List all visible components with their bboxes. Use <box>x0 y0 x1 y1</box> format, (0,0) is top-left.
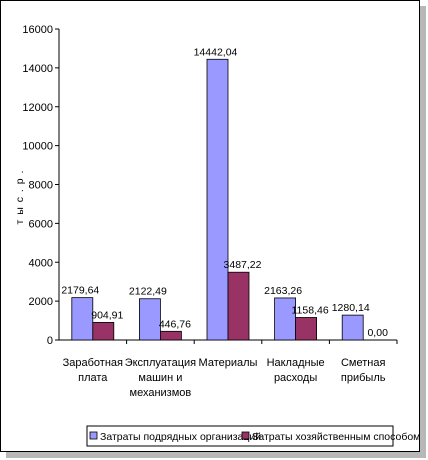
y-tick-labels: 0 2000 4000 6000 8000 10000 12000 14000 16000 <box>22 24 53 347</box>
category-label: механизмов <box>130 387 192 399</box>
y-axis-label: т ы с . р . <box>14 170 26 225</box>
data-label: 2122,49 <box>129 286 167 298</box>
category-label: плата <box>78 372 108 384</box>
legend-box <box>86 425 394 447</box>
bar-contractor-0 <box>71 297 94 341</box>
category-labels: Заработная плата Эксплуатация машин и механи… <box>63 357 386 399</box>
frame-shadow-right <box>420 6 426 454</box>
category-label: Материалы <box>199 357 258 369</box>
y-tick-label: 6000 <box>29 218 53 230</box>
bar-own-1 <box>159 330 182 341</box>
data-labels: 2179,64 2122,49 14442,04 2163,26 1280,14 904,… <box>61 46 388 339</box>
data-label: 1280,14 <box>332 302 370 314</box>
chart-axes <box>55 28 398 344</box>
legend-label: Затраты подрядных организаций <box>100 431 261 443</box>
category-label: Заработная <box>63 357 123 369</box>
bar-contractor-4 <box>341 314 364 341</box>
legend-swatch <box>241 431 250 440</box>
bar-chart: 0 2000 4000 6000 8000 10000 12000 14000 16000 21… <box>14 24 420 447</box>
data-label: 904,91 <box>91 309 123 321</box>
category-label: Сметная <box>341 357 385 369</box>
y-tick-label: 0 <box>47 335 53 347</box>
frame-shadow-bottom <box>6 452 426 458</box>
y-tick-label: 12000 <box>22 102 53 114</box>
data-label: 3487,22 <box>224 259 262 271</box>
y-tick-label: 16000 <box>22 24 53 36</box>
data-label: 1158,46 <box>292 304 329 316</box>
category-label: Накладные <box>267 357 325 369</box>
bar-own-2 <box>227 271 250 341</box>
y-tick-label: 4000 <box>29 257 53 269</box>
chart-bars <box>71 58 364 341</box>
bar-contractor-2 <box>206 58 229 341</box>
category-label: машин и <box>138 372 182 384</box>
y-tick-label: 10000 <box>22 141 53 153</box>
data-label: 14442,04 <box>194 46 238 58</box>
bar-contractor-1 <box>138 298 161 341</box>
y-tick-label: 2000 <box>29 296 53 308</box>
chart-frame: 0 2000 4000 6000 8000 10000 12000 14000 16000 21… <box>0 0 420 452</box>
legend-label: Затраты хозяйственным способом <box>252 431 419 443</box>
legend-swatch <box>89 431 98 440</box>
y-tick-label: 8000 <box>29 180 53 192</box>
y-tick-label: 14000 <box>22 63 53 75</box>
category-label: Эксплуатация <box>125 357 196 369</box>
data-label: 2163,26 <box>264 285 302 297</box>
category-label: расходы <box>274 372 317 384</box>
bar-own-0 <box>92 322 115 341</box>
data-label: 0,00 <box>367 327 388 339</box>
data-label: 2179,64 <box>61 285 99 297</box>
bar-own-3 <box>295 317 318 341</box>
data-label: 446,76 <box>159 318 191 330</box>
category-label: прибыль <box>341 372 386 384</box>
